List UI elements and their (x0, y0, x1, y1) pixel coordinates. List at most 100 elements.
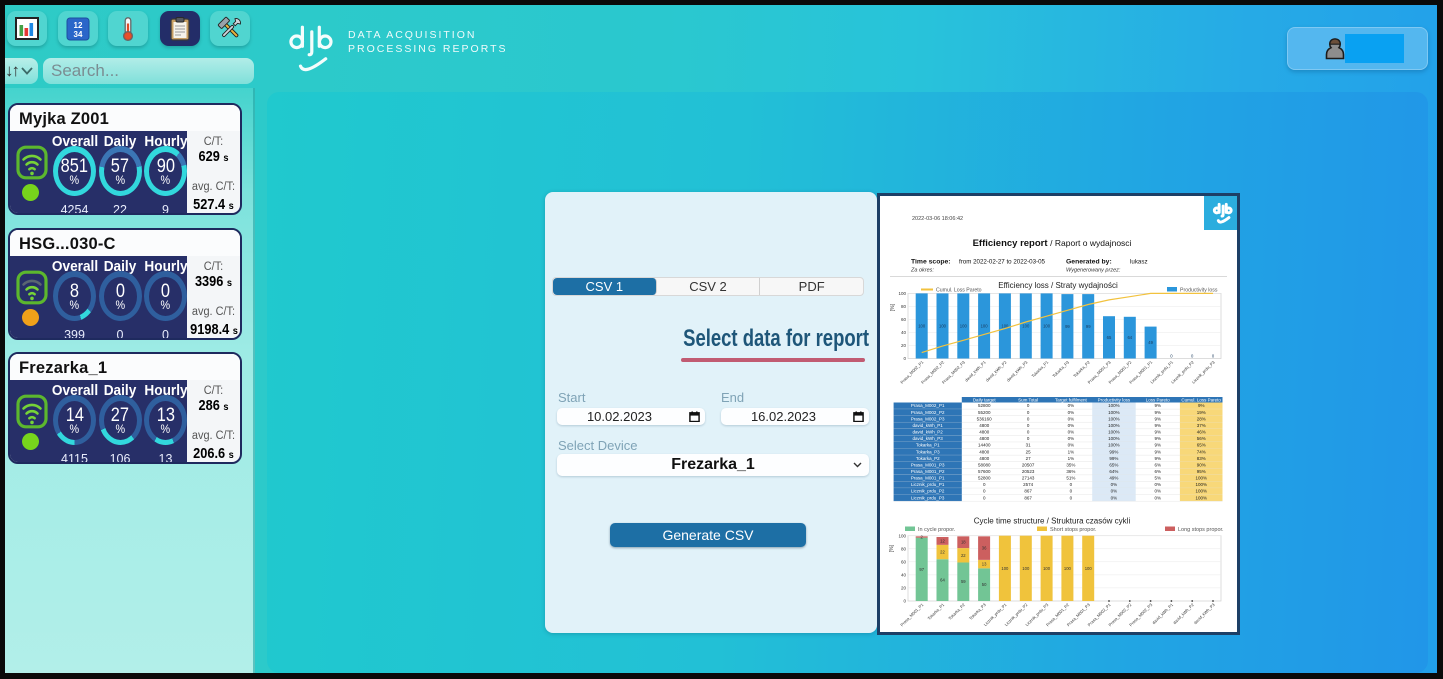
svg-text:64: 64 (940, 578, 945, 583)
svg-text:Long stops propor.: Long stops propor. (1178, 527, 1224, 533)
svg-text:20: 20 (901, 586, 907, 591)
svg-text:Sum Total: Sum Total (1018, 397, 1038, 402)
svg-text:0: 0 (1027, 410, 1030, 415)
svg-text:4800: 4800 (979, 436, 990, 441)
svg-text:[%]: [%] (890, 303, 896, 311)
svg-text:80: 80 (901, 547, 907, 552)
svg-text:20523: 20523 (1022, 469, 1035, 474)
svg-text:0%: 0% (1068, 443, 1075, 448)
svg-text:0%: 0% (1111, 495, 1118, 500)
svg-text:100: 100 (1043, 323, 1051, 328)
svg-text:100: 100 (1001, 323, 1009, 328)
svg-text:59: 59 (961, 579, 966, 584)
svg-text:Wygenerowany przez:: Wygenerowany przez: (1066, 268, 1121, 274)
svg-text:867: 867 (1024, 495, 1032, 500)
svg-text:2: 2 (921, 535, 924, 540)
svg-text:100%: 100% (1108, 410, 1120, 415)
svg-text:Prasa_M001_P3: Prasa_M001_P3 (911, 462, 945, 467)
svg-text:9%: 9% (1155, 430, 1162, 435)
svg-text:0: 0 (983, 482, 986, 487)
svg-text:80: 80 (901, 304, 907, 309)
svg-text:0%: 0% (1068, 430, 1075, 435)
svg-text:49: 49 (1148, 340, 1153, 345)
svg-text:0: 0 (1191, 354, 1194, 359)
svg-text:36: 36 (982, 546, 987, 551)
svg-text:4800: 4800 (979, 423, 990, 428)
svg-text:74%: 74% (1197, 449, 1206, 454)
svg-text:lukasz: lukasz (1130, 259, 1148, 266)
svg-text:0%: 0% (1111, 489, 1118, 494)
svg-text:64%: 64% (1109, 469, 1118, 474)
svg-text:Daily target: Daily target (973, 397, 997, 402)
svg-text:6%: 6% (1155, 469, 1162, 474)
svg-text:0: 0 (1027, 423, 1030, 428)
svg-text:100: 100 (981, 323, 989, 328)
svg-text:9%: 9% (1155, 443, 1162, 448)
svg-text:Loss Pareto: Loss Pareto (1146, 397, 1171, 402)
svg-text:0: 0 (1170, 354, 1173, 359)
svg-text:100: 100 (1022, 566, 1030, 571)
svg-text:20507: 20507 (1022, 462, 1035, 467)
svg-text:[%]: [%] (889, 544, 895, 552)
svg-text:100: 100 (1022, 323, 1030, 328)
svg-text:46%: 46% (1197, 430, 1206, 435)
svg-text:david_kWh_P1: david_kWh_P1 (913, 423, 944, 428)
svg-text:18: 18 (961, 540, 966, 545)
svg-text:0: 0 (903, 356, 906, 361)
svg-text:60: 60 (901, 317, 907, 322)
svg-text:100: 100 (1043, 566, 1051, 571)
svg-text:Licznik_prdu_P1: Licznik_prdu_P1 (911, 482, 945, 487)
svg-text:9%: 9% (1155, 436, 1162, 441)
svg-text:Target fulfilment: Target fulfilment (1055, 397, 1088, 402)
svg-text:65: 65 (1107, 335, 1112, 340)
svg-text:22: 22 (961, 553, 966, 558)
svg-text:50: 50 (982, 582, 987, 587)
svg-text:536160: 536160 (977, 416, 993, 421)
svg-text:100: 100 (898, 533, 906, 538)
svg-text:100%: 100% (1108, 403, 1120, 408)
svg-text:0: 0 (1070, 482, 1073, 487)
svg-text:95%: 95% (1197, 469, 1206, 474)
svg-text:100: 100 (918, 323, 926, 328)
svg-text:0%: 0% (1155, 489, 1162, 494)
svg-text:0%: 0% (1155, 495, 1162, 500)
svg-text:0%: 0% (1068, 416, 1075, 421)
svg-text:58080: 58080 (978, 462, 991, 467)
svg-text:100: 100 (939, 323, 947, 328)
svg-text:Prasa_M001_P1: Prasa_M001_P1 (911, 476, 945, 481)
svg-text:Time scope:: Time scope: (911, 259, 951, 266)
svg-text:14400: 14400 (978, 443, 991, 448)
svg-text:Efficiency report / Raport o w: Efficiency report / Raport o wydajnosci (973, 238, 1132, 249)
svg-text:100: 100 (1085, 566, 1093, 571)
svg-text:55200: 55200 (978, 410, 991, 415)
svg-text:100%: 100% (1108, 423, 1120, 428)
svg-text:Za okres:: Za okres: (910, 268, 934, 274)
svg-text:0%: 0% (1068, 423, 1075, 428)
svg-text:99%: 99% (1109, 456, 1118, 461)
svg-text:0%: 0% (1068, 403, 1075, 408)
svg-text:56%: 56% (1197, 436, 1206, 441)
svg-text:49%: 49% (1109, 476, 1118, 481)
svg-text:0: 0 (1027, 416, 1030, 421)
svg-text:Generated by:: Generated by: (1066, 259, 1112, 266)
svg-text:9%: 9% (1198, 403, 1205, 408)
svg-text:99%: 99% (1109, 449, 1118, 454)
svg-text:Prasa_M002_P2: Prasa_M002_P2 (911, 410, 945, 415)
svg-text:6%: 6% (1155, 462, 1162, 467)
svg-text:52800: 52800 (978, 403, 991, 408)
svg-text:100%: 100% (1195, 489, 1207, 494)
svg-text:12: 12 (74, 21, 83, 30)
svg-text:52800: 52800 (978, 476, 991, 481)
svg-text:9%: 9% (1155, 416, 1162, 421)
svg-text:0: 0 (1212, 354, 1215, 359)
svg-text:99: 99 (1086, 324, 1091, 329)
svg-text:david_kWh_P3: david_kWh_P3 (913, 436, 944, 441)
svg-text:1%: 1% (1068, 449, 1075, 454)
svg-text:100: 100 (898, 291, 906, 296)
svg-text:Tokarka_P3: Tokarka_P3 (916, 449, 940, 454)
svg-text:97: 97 (919, 567, 924, 572)
svg-text:40: 40 (901, 330, 907, 335)
svg-text:0: 0 (983, 489, 986, 494)
svg-text:0%: 0% (1068, 410, 1075, 415)
svg-text:9%: 9% (1155, 423, 1162, 428)
